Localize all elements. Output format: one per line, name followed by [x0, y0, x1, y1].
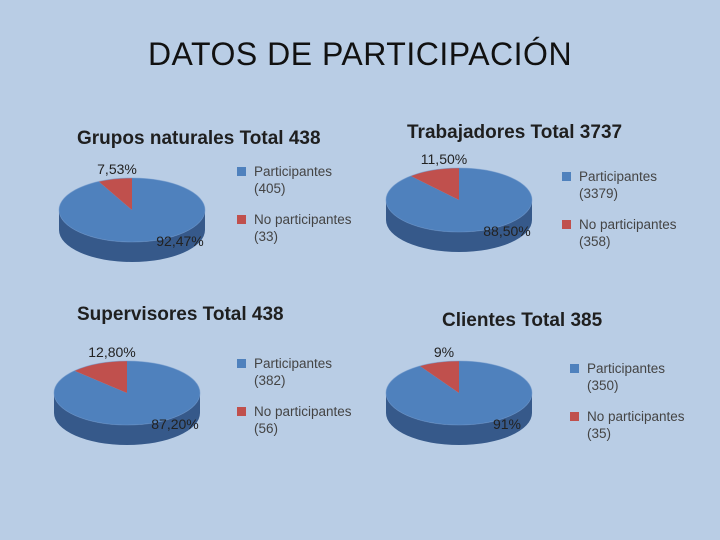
pie-chart-clientes: 91% 9%	[385, 344, 533, 445]
pie-top-rim	[385, 167, 533, 233]
legend-label: No participantes	[587, 409, 685, 424]
legend-swatch-participantes	[570, 364, 579, 373]
legend-label: Participantes	[254, 164, 333, 179]
legend-label: No participantes	[254, 212, 352, 227]
data-label-no-participantes: 7,53%	[97, 161, 137, 177]
legend-swatch-no-participantes	[237, 215, 246, 224]
legend-swatch-participantes	[562, 172, 571, 181]
pie-slice-no-participantes	[74, 361, 127, 393]
data-label-no-participantes: 12,80%	[88, 344, 135, 360]
legend-clientes: Participantes (350) No participantes (35…	[570, 360, 690, 456]
chart-title-trabajadores: Trabajadores Total 3737	[407, 122, 623, 143]
legend-item-no-participantes: No participantes (56)	[237, 403, 357, 437]
legend-swatch-participantes	[237, 167, 246, 176]
pie-top-rim	[58, 177, 206, 243]
data-label-participantes: 87,20%	[151, 416, 198, 432]
pie-slice-participantes	[58, 178, 205, 242]
legend-trabajadores: Participantes (3379) No participantes (3…	[562, 168, 682, 264]
pie-chart-trabajadores: 88,50% 11,50%	[385, 151, 533, 252]
legend-supervisores: Participantes (382) No participantes (56…	[237, 355, 357, 451]
legend-count: (350)	[587, 378, 619, 393]
pie-slice-no-participantes	[419, 361, 459, 393]
legend-label: Participantes	[587, 361, 666, 376]
data-label-no-participantes: 9%	[434, 344, 454, 360]
slide-title: DATOS DE PARTICIPACIÓN	[147, 36, 573, 72]
data-label-participantes: 88,50%	[483, 223, 530, 239]
legend-swatch-participantes	[237, 359, 246, 368]
legend-item-participantes: Participantes (3379)	[562, 168, 682, 202]
pie-side-wall	[59, 210, 205, 262]
legend-swatch-no-participantes	[570, 412, 579, 421]
legend-item-participantes: Participantes (405)	[237, 163, 357, 197]
legend-count: (358)	[579, 234, 611, 249]
legend-count: (3379)	[579, 186, 619, 201]
legend-item-no-participantes: No participantes (358)	[562, 216, 682, 250]
pie-top-rim	[53, 360, 201, 426]
chart-title-clientes: Clientes Total 385	[442, 310, 603, 331]
pie-chart-supervisores: 87,20% 12,80%	[53, 344, 201, 445]
legend-grupos-naturales: Participantes (405) No participantes (33…	[237, 163, 357, 259]
pie-top-rim	[385, 360, 533, 426]
legend-item-no-participantes: No participantes (35)	[570, 408, 690, 442]
legend-swatch-no-participantes	[237, 407, 246, 416]
legend-item-participantes: Participantes (382)	[237, 355, 357, 389]
data-label-participantes: 91%	[493, 416, 521, 432]
legend-count: (382)	[254, 373, 286, 388]
pie-slice-no-participantes	[410, 168, 459, 200]
legend-label: Participantes	[254, 356, 333, 371]
legend-swatch-no-participantes	[562, 220, 571, 229]
legend-item-no-participantes: No participantes (33)	[237, 211, 357, 245]
legend-item-participantes: Participantes (350)	[570, 360, 690, 394]
pie-side-wall	[386, 200, 532, 252]
chart-title-supervisores: Supervisores Total 438	[77, 304, 284, 325]
pie-chart-grupos-naturales: 92,47% 7,53%	[58, 161, 206, 262]
data-label-participantes: 92,47%	[156, 233, 203, 249]
legend-count: (405)	[254, 181, 286, 196]
pie-slice-participantes	[385, 168, 532, 232]
legend-count: (56)	[254, 421, 279, 436]
pie-side-wall	[54, 393, 200, 445]
pie-side-wall	[386, 393, 532, 445]
legend-count: (33)	[254, 229, 279, 244]
legend-label: Participantes	[579, 169, 658, 184]
legend-count: (35)	[587, 426, 612, 441]
data-label-no-participantes: 11,50%	[421, 151, 467, 167]
legend-label: No participantes	[579, 217, 677, 232]
pie-slice-no-participantes	[98, 178, 132, 210]
chart-title-grupos-naturales: Grupos naturales Total 438	[77, 128, 321, 149]
legend-label: No participantes	[254, 404, 352, 419]
